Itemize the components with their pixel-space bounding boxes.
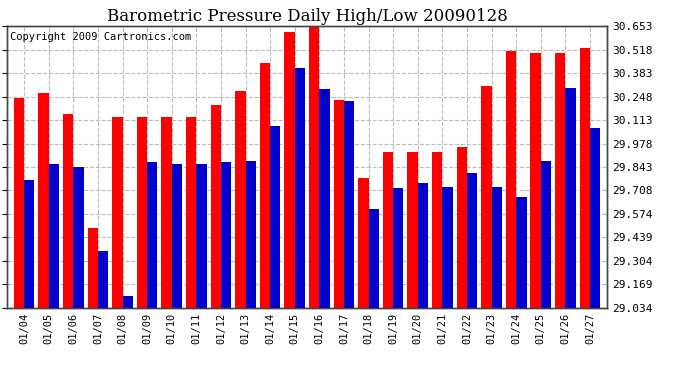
Bar bbox=[14, 98, 24, 308]
Bar bbox=[555, 53, 565, 307]
Bar bbox=[221, 162, 231, 308]
Bar bbox=[147, 162, 157, 308]
Bar bbox=[319, 89, 330, 308]
Bar bbox=[210, 105, 221, 308]
Bar bbox=[260, 63, 270, 308]
Bar bbox=[565, 88, 575, 308]
Bar bbox=[49, 164, 59, 308]
Bar bbox=[73, 168, 83, 308]
Bar bbox=[516, 197, 526, 308]
Bar bbox=[270, 126, 280, 308]
Bar bbox=[334, 100, 344, 308]
Bar bbox=[383, 152, 393, 308]
Bar bbox=[24, 180, 34, 308]
Text: Copyright 2009 Cartronics.com: Copyright 2009 Cartronics.com bbox=[10, 32, 191, 42]
Bar bbox=[235, 91, 246, 308]
Bar bbox=[393, 188, 404, 308]
Bar bbox=[541, 160, 551, 308]
Bar bbox=[358, 178, 368, 308]
Bar bbox=[123, 296, 133, 307]
Bar bbox=[246, 160, 256, 308]
Bar bbox=[580, 48, 590, 308]
Bar bbox=[417, 183, 428, 308]
Bar bbox=[531, 53, 541, 307]
Bar bbox=[407, 152, 417, 308]
Bar bbox=[295, 69, 305, 308]
Bar bbox=[98, 251, 108, 308]
Bar bbox=[491, 187, 502, 308]
Bar bbox=[344, 102, 354, 308]
Bar bbox=[467, 173, 477, 308]
Bar bbox=[161, 117, 172, 308]
Bar bbox=[481, 86, 491, 308]
Bar bbox=[284, 32, 295, 308]
Bar bbox=[368, 209, 379, 308]
Bar bbox=[432, 152, 442, 308]
Bar bbox=[172, 164, 182, 308]
Bar bbox=[137, 117, 147, 308]
Bar bbox=[197, 164, 207, 308]
Bar bbox=[309, 27, 319, 308]
Bar bbox=[112, 117, 123, 308]
Bar bbox=[590, 128, 600, 308]
Title: Barometric Pressure Daily High/Low 20090128: Barometric Pressure Daily High/Low 20090… bbox=[107, 8, 507, 25]
Bar bbox=[442, 187, 453, 308]
Bar bbox=[63, 114, 73, 308]
Bar bbox=[39, 93, 49, 308]
Bar bbox=[186, 117, 197, 308]
Bar bbox=[506, 51, 516, 308]
Bar bbox=[457, 147, 467, 308]
Bar bbox=[88, 228, 98, 308]
